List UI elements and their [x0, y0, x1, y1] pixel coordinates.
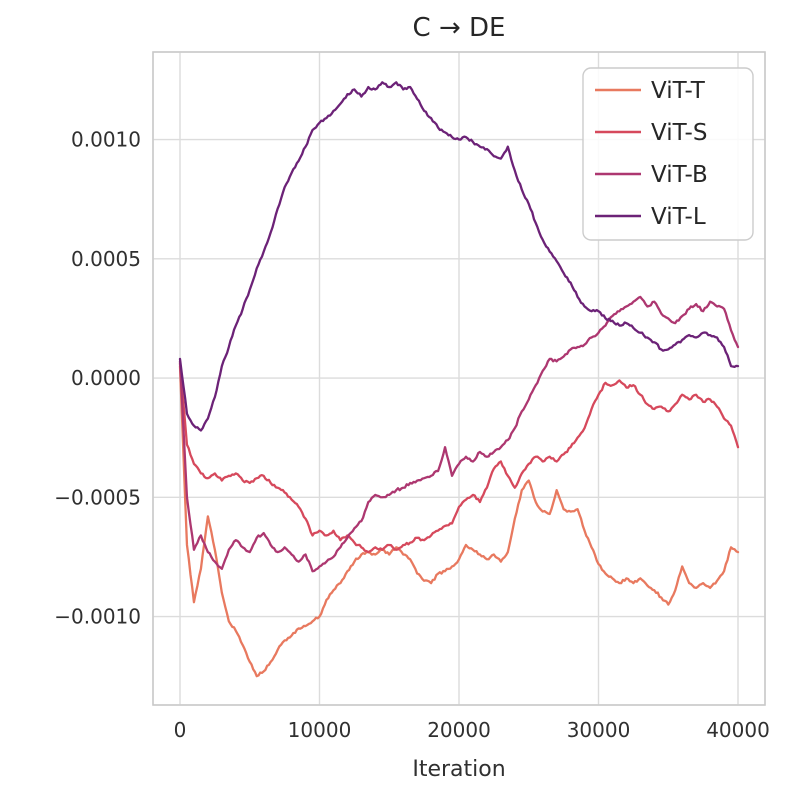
chart-title: C → DE: [413, 13, 506, 43]
svg-text:0.0005: 0.0005: [71, 247, 141, 271]
series-line-vit-l: [178, 81, 740, 432]
svg-text:0.0010: 0.0010: [71, 128, 141, 152]
x-tick-labels: 0 10000 20000 30000 40000: [174, 718, 770, 742]
x-axis-label: Iteration: [412, 757, 505, 782]
svg-text:0.0000: 0.0000: [71, 366, 141, 390]
legend-label: ViT-T: [651, 78, 706, 104]
series-line-vit-s: [178, 362, 740, 554]
svg-text:10000: 10000: [288, 718, 352, 742]
svg-text:−0.0005: −0.0005: [54, 485, 141, 509]
svg-text:20000: 20000: [427, 718, 491, 742]
y-tick-labels: 0.0010 0.0005 0.0000 −0.0005 −0.0010: [54, 128, 141, 629]
plot-border: [152, 51, 766, 706]
series-line-vit-t: [178, 364, 740, 678]
legend-item: ViT-S: [595, 120, 707, 146]
series-line-vit-b: [178, 295, 740, 573]
data-series: [178, 81, 740, 678]
legend: ViT-T ViT-S ViT-B ViT-L: [582, 67, 754, 241]
legend-label: ViT-L: [651, 204, 706, 230]
svg-text:30000: 30000: [567, 718, 631, 742]
svg-text:40000: 40000: [706, 718, 770, 742]
legend-label: ViT-S: [651, 120, 707, 146]
svg-text:0: 0: [174, 718, 187, 742]
legend-label: ViT-B: [651, 162, 708, 188]
legend-item: ViT-B: [595, 162, 708, 188]
svg-text:−0.0010: −0.0010: [54, 605, 141, 629]
legend-item: ViT-L: [595, 204, 706, 230]
legend-item: ViT-T: [595, 78, 706, 104]
legend-box: [582, 67, 754, 241]
